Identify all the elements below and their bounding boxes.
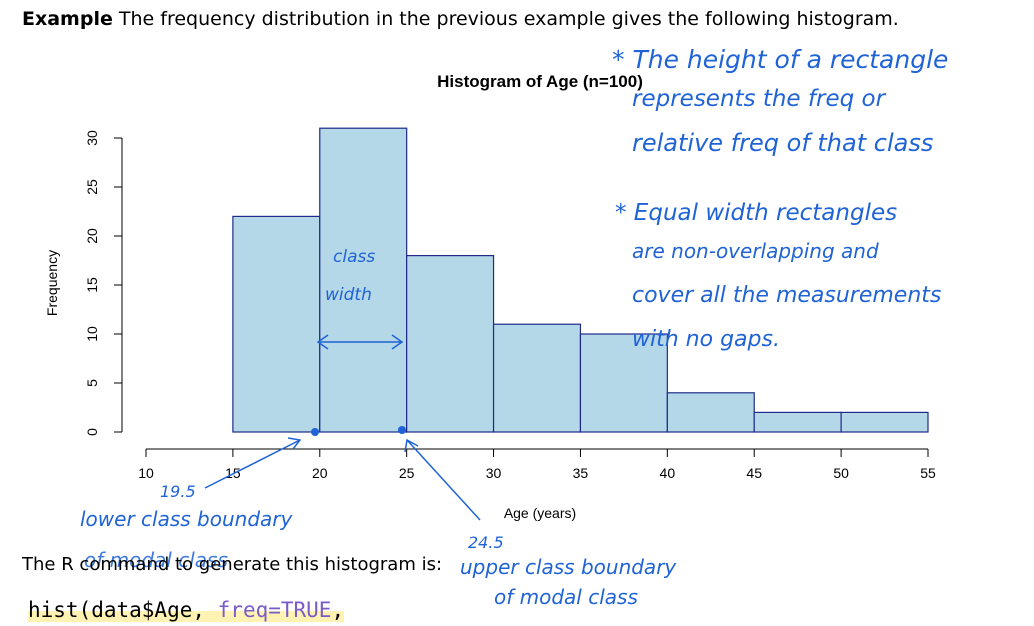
heading-bold: Example xyxy=(22,8,113,30)
y-tick-label: 10 xyxy=(84,326,100,342)
histogram-bar xyxy=(232,215,321,433)
code-keyword: freq=TRUE xyxy=(217,598,332,622)
x-tick-label: 55 xyxy=(920,465,936,481)
y-tick-label: 20 xyxy=(84,228,100,244)
heading-text: The frequency distribution in the previo… xyxy=(112,8,899,30)
upper-boundary-arrow-head xyxy=(404,438,419,453)
histogram-bar xyxy=(319,127,408,433)
x-tick-label: 50 xyxy=(833,465,849,481)
note1-line3: relative freq of that class xyxy=(632,129,933,157)
x-tick-label: 35 xyxy=(573,465,589,481)
x-tick-label: 40 xyxy=(660,465,676,481)
class-width-line2: width xyxy=(325,285,372,305)
x-axis-label: Age (years) xyxy=(504,505,576,521)
histogram-bar xyxy=(753,411,842,433)
x-tick-label: 25 xyxy=(399,465,415,481)
histogram-bar xyxy=(666,392,755,433)
note2-line4: with no gaps. xyxy=(632,327,780,352)
x-tick-label: 30 xyxy=(486,465,502,481)
x-axis: 10 15 20 25 30 35 40 45 50 55 xyxy=(138,448,936,481)
note2-line3: cover all the measurements xyxy=(632,283,941,308)
heading: Example The frequency distribution in th… xyxy=(22,8,899,30)
note2-line2: are non-overlapping and xyxy=(632,239,879,263)
upper-boundary-dot xyxy=(398,426,406,434)
x-tick-label: 20 xyxy=(312,465,328,481)
chart-title: Histogram of Age (n=100) xyxy=(437,72,643,91)
note1-line1: * The height of a rectangle xyxy=(612,45,948,74)
bars-group xyxy=(232,127,929,433)
y-tick-label: 5 xyxy=(84,379,100,387)
x-tick-label: 45 xyxy=(746,465,762,481)
code-prefix: hist(data$Age, xyxy=(28,598,218,622)
histogram-bar xyxy=(492,323,582,433)
y-tick-label: 25 xyxy=(84,179,100,195)
r-code: hist(data$Age, freq=TRUE, xyxy=(28,598,345,622)
lower-boundary-value: 19.5 xyxy=(160,482,196,501)
r-command-label: The R command to generate this histogram… xyxy=(22,554,443,575)
class-width-line1: class xyxy=(333,247,375,267)
lower-boundary-label: lower class boundary xyxy=(80,507,293,531)
upper-boundary-sub: of modal class xyxy=(494,585,638,609)
handwritten-notes: * The height of a rectangle represents t… xyxy=(80,45,948,609)
y-axis: 0 5 10 15 20 25 30 xyxy=(84,130,123,436)
class-width-arrow-right-head xyxy=(391,334,404,350)
y-tick-label: 0 xyxy=(84,428,100,436)
upper-boundary-arrow xyxy=(406,439,481,521)
note1-line2: represents the freq or xyxy=(632,86,887,112)
y-tick-label: 15 xyxy=(84,277,100,293)
code-suffix: , xyxy=(331,598,345,622)
histogram-bar xyxy=(406,255,495,433)
histogram-bar xyxy=(840,411,929,433)
upper-boundary-value: 24.5 xyxy=(468,533,504,552)
y-axis-label: Frequency xyxy=(44,250,60,316)
x-tick-label: 15 xyxy=(225,465,241,481)
upper-boundary-label: upper class boundary xyxy=(460,555,677,579)
lower-boundary-sub: of modal class xyxy=(84,548,228,572)
lower-boundary-arrow-head xyxy=(287,437,302,450)
histogram-bar xyxy=(579,333,668,433)
x-tick-label: 10 xyxy=(138,465,154,481)
class-width-arrow-left-head xyxy=(316,334,329,350)
note2-line1: * Equal width rectangles xyxy=(615,200,897,226)
lower-boundary-dot xyxy=(311,428,319,436)
lower-boundary-arrow xyxy=(204,439,301,489)
y-tick-label: 30 xyxy=(84,130,100,146)
